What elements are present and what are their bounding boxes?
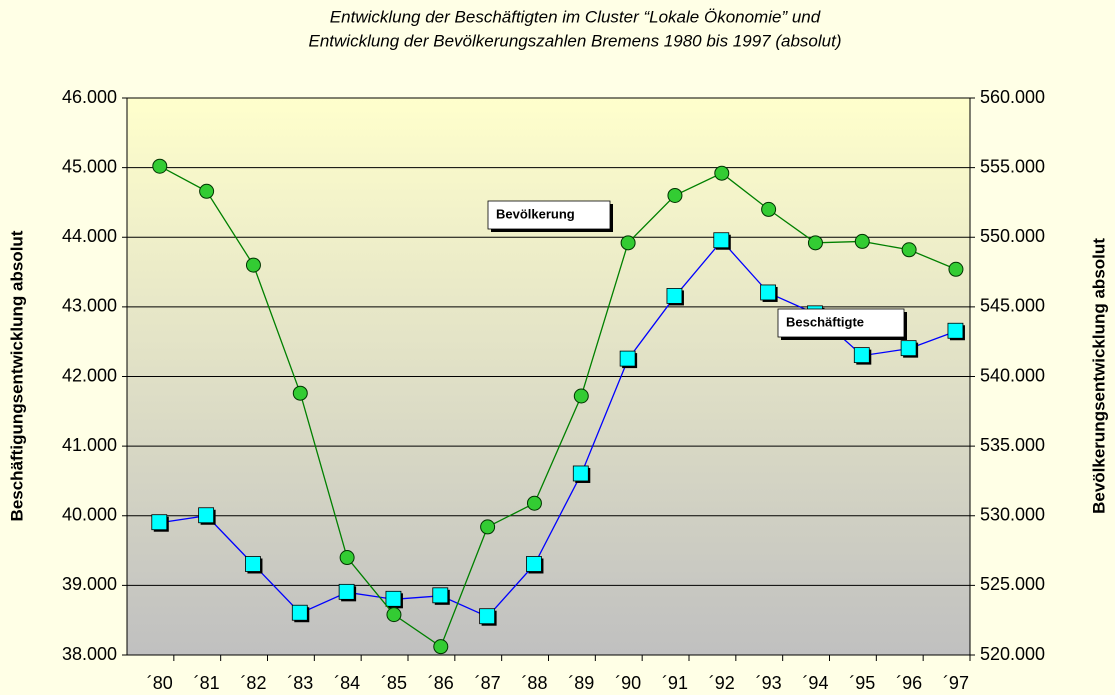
marker (338, 583, 355, 600)
marker (480, 519, 496, 535)
y-tick-label: 46.000 (62, 87, 117, 107)
marker (572, 465, 589, 482)
x-tick-label: ´95 (849, 673, 875, 693)
marker (619, 350, 636, 367)
marker (761, 201, 777, 217)
x-tick-label: ´83 (287, 673, 313, 693)
x-tick-label: ´94 (802, 673, 828, 693)
y-axis-label: Beschäftigungsentwicklung absolut (7, 230, 26, 521)
x-tick-label: ´89 (568, 673, 594, 693)
marker (854, 233, 870, 249)
marker (432, 587, 449, 604)
y-tick-label: 40.000 (62, 505, 117, 525)
y2-tick-label: 550.000 (980, 226, 1045, 246)
x-tick-label: ´82 (240, 673, 266, 693)
marker (386, 607, 402, 623)
marker (947, 322, 964, 339)
marker (900, 340, 917, 357)
x-tick-label: ´84 (334, 673, 360, 693)
marker (479, 608, 496, 625)
marker (198, 507, 215, 524)
y2-tick-label: 540.000 (980, 365, 1045, 385)
y2-tick-label: 535.000 (980, 435, 1045, 455)
marker (948, 261, 964, 277)
series-line (159, 165, 957, 648)
x-tick-label: ´93 (756, 673, 782, 693)
legend-box (777, 308, 905, 338)
marker (152, 158, 168, 174)
y2-tick-label: 555.000 (980, 156, 1045, 176)
x-tick-label: ´88 (521, 673, 547, 693)
y-tick-label: 39.000 (62, 574, 117, 594)
marker (245, 556, 261, 572)
marker (714, 165, 730, 181)
x-tick-label: ´81 (194, 673, 220, 693)
y-tick-label: 44.000 (62, 226, 117, 246)
x-tick-label: ´87 (475, 673, 501, 693)
y-tick-label: 38.000 (62, 644, 117, 664)
marker (385, 590, 402, 607)
chart-title: Entwicklung der Beschäftigten im Cluster… (330, 7, 821, 26)
y2-axis-label: Bevölkerungsentwicklung absolut (1089, 238, 1108, 514)
legend-label: Beschäftigte (786, 314, 864, 329)
marker (667, 187, 683, 203)
marker (151, 514, 168, 531)
x-tick-label: ´90 (615, 673, 641, 693)
marker (433, 639, 449, 655)
y-tick-label: 43.000 (62, 296, 117, 316)
marker (666, 288, 683, 304)
marker (292, 385, 308, 401)
x-tick-label: ´85 (381, 673, 407, 693)
marker (291, 604, 308, 621)
y2-tick-label: 520.000 (980, 644, 1045, 664)
marker (526, 495, 542, 511)
marker (573, 388, 589, 404)
x-tick-label: ´80 (147, 673, 173, 693)
x-tick-label: ´86 (428, 673, 454, 693)
marker (245, 257, 261, 273)
marker (807, 235, 823, 251)
marker (713, 232, 730, 249)
marker (853, 347, 870, 364)
x-tick-label: ´92 (709, 673, 735, 693)
marker (760, 284, 777, 301)
chart-title: Entwicklung der Bevölkerungszahlen Breme… (309, 31, 842, 50)
marker (199, 183, 215, 199)
y2-tick-label: 530.000 (980, 505, 1045, 525)
y-tick-label: 45.000 (62, 156, 117, 176)
legend-box (487, 200, 611, 230)
y2-tick-label: 560.000 (980, 87, 1045, 107)
marker (526, 556, 542, 572)
marker (339, 550, 355, 566)
y-tick-label: 41.000 (62, 435, 117, 455)
marker (620, 235, 636, 251)
marker (901, 242, 917, 258)
x-tick-label: ´91 (662, 673, 688, 693)
legend-label: Bevölkerung (496, 206, 575, 221)
y2-tick-label: 545.000 (980, 296, 1045, 316)
y-tick-label: 42.000 (62, 365, 117, 385)
x-tick-label: ´96 (896, 673, 922, 693)
y2-tick-label: 525.000 (980, 574, 1045, 594)
x-tick-label: ´97 (943, 673, 969, 693)
